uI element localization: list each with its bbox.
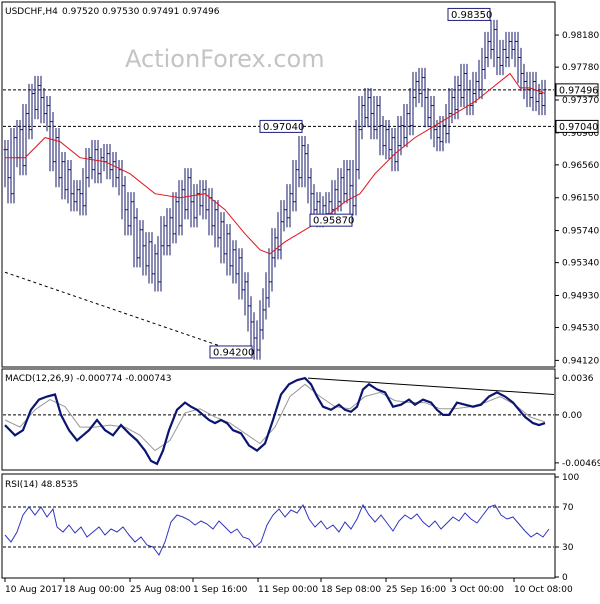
price-tick-label: 0.96560 — [562, 161, 599, 171]
x-tick-label: 18 Sep 08:00 — [321, 585, 381, 595]
rsi-lines — [3, 503, 554, 556]
price-trend-line — [4, 271, 256, 359]
price-tick-label: 0.95340 — [562, 259, 599, 269]
price-ohlc-readout: 0.97520 0.97530 0.97491 0.97496 — [62, 7, 220, 17]
rsi-line — [4, 503, 550, 556]
price-label-text: 0.94200 — [213, 347, 254, 358]
x-tick-label: 3 Oct 00:00 — [451, 585, 504, 595]
price-label-box — [259, 119, 303, 133]
x-tick-label: 25 Sep 16:00 — [386, 585, 446, 595]
rsi-title: RSI(14) 48.8535 — [5, 480, 78, 490]
x-tick-label: 11 Sep 00:00 — [258, 585, 318, 595]
macd-lines — [3, 376, 555, 466]
price-tick-label: 0.94530 — [562, 324, 599, 334]
x-tick-label: 25 Aug 08:00 — [130, 585, 191, 595]
macd-tick-label: 0.0036 — [562, 374, 594, 384]
rsi-tick-label: 0 — [562, 573, 568, 583]
x-tick-label: 10 Aug 2017 — [5, 585, 63, 595]
price-label-text: 0.95870 — [313, 216, 354, 227]
level-axis-label-box — [555, 119, 599, 133]
macd-signal-line — [4, 383, 546, 452]
price-tick-label: 0.98180 — [562, 31, 599, 41]
rsi-tick-label: 70 — [562, 503, 574, 513]
price-panel: ActionForex.com USDCHF,H4 0.97520 0.9753… — [1, 1, 599, 368]
rsi-y-axis: 100 70 30 0 — [555, 473, 579, 583]
price-label-box — [209, 345, 253, 359]
level-axis-label: 0.97040 — [559, 122, 598, 133]
rsi-tick-label: 30 — [562, 543, 574, 553]
x-tick-label: 18 Aug 00:00 — [64, 585, 125, 595]
macd-tick-label: -0.004698 — [562, 459, 600, 469]
price-lines — [3, 19, 554, 360]
price-label-box — [309, 213, 353, 227]
x-tick-label: 1 Sep 16:00 — [193, 585, 248, 595]
price-tick-label: 0.97370 — [562, 96, 599, 106]
macd-trend-line — [307, 377, 555, 395]
watermark: ActionForex.com — [125, 45, 325, 73]
price-label-box — [447, 7, 491, 21]
price-tick-label: 0.95740 — [562, 227, 599, 237]
price-chart-title: USDCHF,H4 — [5, 7, 58, 17]
current-price-axis-label: 0.97496 — [559, 85, 598, 96]
price-labels: 0.98350 0.97040 0.95870 0.94200 0.97496 0.970… — [209, 7, 599, 359]
price-label-text: 0.98350 — [451, 10, 492, 21]
x-axis: 10 Aug 2017 18 Aug 00:00 25 Aug 08:00 1 Sep… — [4, 578, 573, 595]
rsi-tick-label: 100 — [562, 473, 579, 483]
macd-panel: MACD(12,26,9) -0.000774 -0.000743 0.0036… — [1, 368, 600, 471]
price-tick-label: 0.97780 — [562, 63, 599, 73]
rsi-panel: RSI(14) 48.8535 100 70 30 0 — [1, 473, 579, 583]
price-tick-label: 0.96150 — [562, 194, 599, 204]
price-tick-label: 0.96960 — [562, 129, 599, 139]
price-tick-label: 0.94930 — [562, 291, 599, 301]
macd-line — [4, 376, 546, 466]
x-tick-label: 10 Oct 08:00 — [514, 585, 573, 595]
macd-title: MACD(12,26,9) -0.000774 -0.000743 — [5, 374, 171, 384]
price-label-text: 0.97040 — [263, 122, 304, 133]
sma-line — [5, 72, 546, 255]
price-tick-label: 0.94120 — [562, 356, 599, 366]
macd-tick-label: 0.00 — [562, 411, 582, 421]
macd-y-axis: 0.0036 0.00 -0.004698 — [555, 374, 600, 469]
current-price-axis-label-box — [555, 83, 599, 97]
